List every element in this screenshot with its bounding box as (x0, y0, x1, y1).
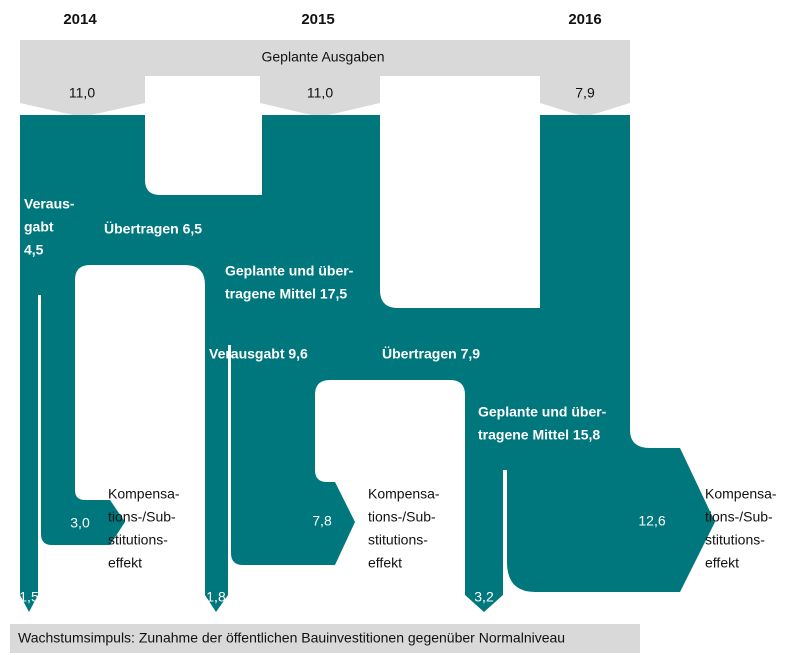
compensation-label: tions-/Sub- (368, 509, 436, 525)
planned-band (20, 40, 630, 76)
planned-arrow (260, 75, 380, 117)
compensation-label: Kompensa- (368, 486, 440, 502)
impulse-arrow (465, 380, 503, 612)
compensation-label: tions-/Sub- (705, 509, 773, 525)
compensation-value: 3,0 (70, 515, 90, 531)
compensation-label: Kompensa- (108, 486, 180, 502)
compensation-label: effekt (705, 555, 739, 571)
impulse-value: 1,5 (19, 589, 39, 605)
flow-label: gabt (24, 219, 54, 235)
compensation-value: 7,8 (312, 513, 332, 529)
compensation-label: Kompensa- (705, 486, 777, 502)
compensation-label: stitutions- (108, 532, 168, 548)
carried-flow (315, 290, 540, 470)
flow-label: 4,5 (24, 242, 44, 258)
planned-arrow (20, 75, 145, 117)
flow-label: Übertragen 6,5 (104, 221, 202, 237)
planned-value: 11,0 (307, 85, 333, 101)
compensation-label: stitutions- (368, 532, 428, 548)
compensation-labels: Kompensa-tions-/Sub-stitutions-effekt Kom… (108, 486, 777, 571)
flow-2014 (20, 115, 262, 345)
planned-arrow (540, 75, 630, 117)
impulse-value: 3,2 (474, 589, 494, 605)
year: 2015 (301, 11, 334, 28)
compensation-label: stitutions- (705, 532, 765, 548)
footer-band (10, 624, 640, 653)
flow-label: tragene Mittel 17,5 (225, 286, 347, 302)
planned-value: 7,9 (575, 85, 595, 101)
impulse-arrow (20, 290, 38, 612)
flow-label: Verausgabt 9,6 (209, 346, 308, 362)
footer: Wachstumsimpuls: Zunahme der öffentliche… (18, 630, 565, 646)
impulse-value: 1,8 (206, 589, 226, 605)
flow-label: Übertragen 7,9 (382, 346, 480, 362)
compensation-label: tions-/Sub- (108, 509, 176, 525)
year: 2016 (568, 11, 601, 28)
flow-label: Veraus- (24, 196, 75, 212)
compensation-value: 12,6 (638, 513, 665, 529)
flow-2016 (507, 115, 715, 592)
year: 2014 (63, 11, 97, 28)
impulse-arrow (205, 345, 228, 612)
planned-label: Geplante Ausgaben (262, 49, 385, 65)
planned-value: 11,0 (69, 85, 95, 101)
compensation-label: effekt (368, 555, 402, 571)
compensation-arrow (41, 290, 125, 545)
compensation-arrow (231, 345, 355, 565)
compensation-label: effekt (108, 555, 142, 571)
flow-label: Geplante und über- (225, 263, 354, 279)
flow-label: Geplante und über- (478, 404, 607, 420)
flow-label: tragene Mittel 15,8 (478, 427, 600, 443)
